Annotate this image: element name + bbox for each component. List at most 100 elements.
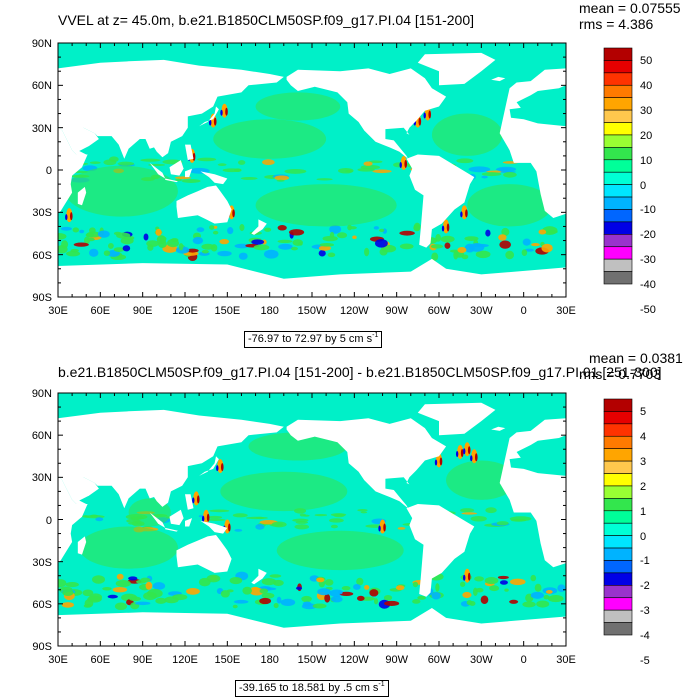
panel2-lon-label: 150E [214,654,241,666]
colorbar-swatch [603,547,633,561]
panel1-lat-label: 30N [31,122,52,135]
panel1-lon-label: 180 [260,305,279,317]
panel1-colorbar-label: 30 [640,105,653,118]
colorbar-swatch [603,485,633,499]
colorbar-swatch [603,171,633,185]
panel1-colorbar-label: 0 [640,179,647,192]
panel2-colorbar-label: -4 [640,630,650,642]
panel2-lon-label: 30E [556,654,576,666]
colorbar-swatch [603,609,633,623]
panel1-colorbar-label: -20 [640,229,656,242]
panel1-range-box: -76.97 to 72.97 by 5 cm s-1 [244,331,383,348]
panel1-lon-label: 150E [214,305,241,317]
panel1-lon-label: 30E [556,305,576,317]
colorbar-swatch [603,234,633,248]
colorbar-swatch [603,585,633,599]
colorbar-swatch [603,572,633,586]
colorbar-swatch [603,271,633,285]
panel1-range-exponent: -1 [372,332,379,339]
colorbar-swatch [603,122,633,136]
colorbar-swatch [603,221,633,235]
panel2-colorbar-label: 5 [640,406,647,419]
panel1-lon-label: 60E [90,305,111,317]
panel2-velocity-field [58,432,566,611]
panel1-lat-label: 90S [32,292,52,304]
colorbar-swatch [603,47,633,61]
panel2-lat-label: 30S [32,556,52,569]
panel2-lat-label: 0 [45,514,52,527]
panel1-lon-label: 60W [427,305,451,317]
panel1-colorbar-label: -50 [640,303,656,316]
panel1-map [57,42,567,298]
panel1-rms: rms = 4.386 [579,16,654,32]
panel2-mean: mean = 0.0381 [589,350,683,366]
panel2-land [58,402,566,646]
colorbar-swatch [603,448,633,462]
panel1-lat-label: 60N [31,80,52,93]
panel2-lon-label: 90W [385,654,408,666]
panel2-lon-label: 30E [48,654,68,666]
panel2-lon-label: 30W [470,654,493,666]
colorbar-swatch [603,109,633,123]
panel2-range-exponent: -1 [378,681,385,688]
panel1-lon-label: 0 [520,305,527,317]
panel2-map [57,392,567,647]
colorbar-swatch [603,184,633,198]
panel1-lat-label: 30S [32,207,52,220]
colorbar-swatch [603,522,633,536]
colorbar-swatch [603,622,633,636]
colorbar-swatch [603,423,633,437]
panel2-lon-label: 180 [260,654,279,666]
panel2-rms: rms = 0.7703 [579,366,662,382]
panel2-colorbar-label: -3 [640,605,650,618]
panel1-lat-label: 90N [31,38,52,50]
colorbar-swatch [603,258,633,272]
panel1-colorbar-label: 40 [640,80,653,93]
colorbar-swatch [603,411,633,425]
colorbar-swatch [603,147,633,161]
colorbar-swatch [603,597,633,611]
colorbar-swatch [603,560,633,574]
panel2-lon-label: 150W [297,654,327,666]
colorbar-swatch [603,535,633,549]
panel2-lon-label: 60W [427,654,451,666]
colorbar-swatch [603,460,633,474]
panel2-colorbar [603,398,633,636]
panel1-mean: mean = 0.07555 [579,0,681,16]
panel2-colorbar-label: 1 [640,505,647,518]
colorbar-swatch [603,72,633,86]
panel1-lon-label: 120W [339,305,369,317]
panel2-colorbar-label: 4 [640,431,647,444]
panel1-colorbar-label: -40 [640,279,656,291]
panel1-land [58,52,566,297]
panel2-colorbar-label: -2 [640,580,650,593]
colorbar-swatch [603,498,633,512]
panel1-colorbar-label: 20 [640,129,653,142]
panel2-colorbar-label: 0 [640,530,647,543]
panel2-colorbar-label: -5 [640,654,650,667]
colorbar-swatch [603,159,633,173]
panel1-colorbar-label: 50 [640,55,653,68]
panel2-lon-label: 0 [520,654,527,666]
panel1-colorbar-label: -30 [640,254,656,267]
panel1-range-text: -76.97 to 72.97 by 5 cm s [248,333,373,345]
colorbar-swatch [603,473,633,487]
colorbar-swatch [603,398,633,412]
panel1-colorbar [603,47,633,285]
panel2-colorbar-label: 3 [640,456,647,469]
panel1-lon-label: 30E [48,305,68,317]
panel1-colorbar-label: -10 [640,204,656,217]
panel2-lat-label: 90S [32,641,52,653]
panel2-title: b.e21.B1850CLM50SP.f09_g17.PI.04 [151-20… [58,364,662,380]
colorbar-swatch [603,209,633,223]
colorbar-swatch [603,60,633,74]
panel2-lon-label: 120W [339,654,369,666]
panel2-lon-label: 120E [172,654,198,666]
panel1-lon-label: 30W [470,305,493,317]
panel1-colorbar-label: 10 [640,154,653,167]
panel2-lat-label: 30N [31,472,52,485]
panel2-range-box: -39.165 to 18.581 by .5 cm s-1 [235,680,389,697]
panel2-colorbar-label: 2 [640,480,647,493]
panel1-lon-label: 90W [385,305,408,317]
